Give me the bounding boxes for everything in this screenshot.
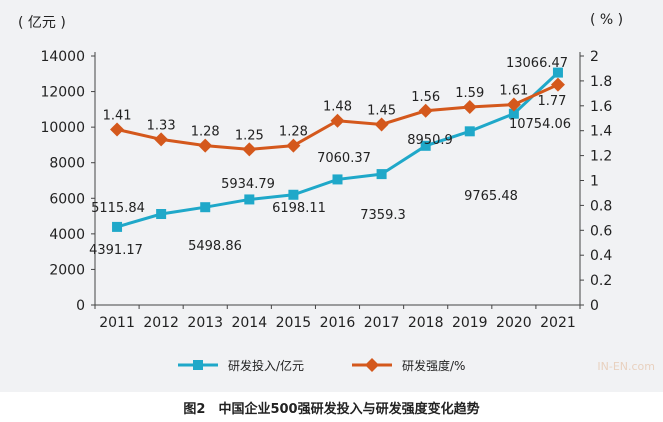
rd-intensity-label: 1.48 — [323, 100, 352, 115]
right-axis-tick-label: 0.8 — [590, 198, 612, 214]
legend-investment-label: 研发投入/亿元 — [228, 358, 304, 373]
rd-investment-point — [244, 194, 255, 205]
rd-intensity-point — [418, 103, 433, 118]
legend-investment-marker — [193, 360, 203, 370]
left-axis-tick-label: 0 — [76, 298, 85, 314]
rd-intensity-label: 1.33 — [147, 118, 176, 133]
x-axis-tick-label: 2017 — [364, 315, 400, 331]
right-axis-tick-label: 0 — [590, 298, 599, 314]
rd-intensity-label: 1.77 — [537, 94, 566, 109]
rd-intensity-label: 1.59 — [455, 86, 484, 101]
rd-investment-label: 8950.9 — [407, 133, 453, 148]
rd-investment-label: 7359.3 — [360, 208, 406, 223]
left-axis-tick-label: 2000 — [49, 262, 85, 278]
right-axis-unit: ( % ) — [590, 12, 624, 28]
x-axis-tick-label: 2014 — [231, 315, 267, 331]
right-axis-tick-label: 1 — [590, 174, 599, 190]
rd-investment-label: 5498.86 — [188, 239, 242, 254]
rd-investment-point — [376, 169, 387, 180]
rd-investment-point — [288, 189, 299, 200]
rd-intensity-label: 1.41 — [103, 108, 132, 123]
left-axis-tick-label: 4000 — [49, 227, 85, 243]
figure-caption: 图2 中国企业500强研发投入与研发强度变化趋势 — [183, 402, 480, 417]
rd-intensity-point — [242, 142, 257, 157]
legend-intensity-label: 研发强度/% — [402, 358, 465, 373]
rd-investment-label: 10754.06 — [509, 117, 571, 132]
rd-investment-label: 6198.11 — [272, 201, 326, 216]
rd-investment-point — [200, 202, 211, 213]
x-axis-tick-label: 2015 — [276, 315, 312, 331]
rd-intensity-point — [374, 117, 389, 132]
x-axis-tick-label: 2016 — [320, 315, 356, 331]
right-axis-tick-label: 1.6 — [590, 99, 612, 115]
rd-intensity-label: 1.45 — [367, 103, 396, 118]
watermark: IN-EN.com — [597, 360, 655, 373]
right-axis-tick-label: 0.6 — [590, 223, 612, 239]
x-axis-tick-label: 2021 — [540, 315, 576, 331]
rd-intensity-point — [154, 132, 169, 147]
rd-investment-label: 5934.79 — [221, 177, 275, 192]
rd-intensity-label: 1.28 — [191, 125, 220, 140]
rd-intensity-point — [110, 122, 125, 137]
right-axis-tick-label: 0.4 — [590, 248, 612, 264]
rd-investment-label: 13066.47 — [506, 56, 568, 71]
left-axis-unit: ( 亿元 ) — [18, 15, 66, 31]
chart: 0 2000 4000 6000 8000 10000 12000 14000 0 0.2 0.4 0… — [40, 49, 612, 373]
legend-intensity-marker — [365, 358, 379, 372]
rd-investment-point — [156, 209, 167, 220]
left-axis-tick-label: 6000 — [49, 191, 85, 207]
right-axis-tick-label: 1.2 — [590, 149, 612, 165]
rd-investment-point — [332, 174, 343, 185]
x-axis-tick-label: 2019 — [452, 315, 488, 331]
x-axis-tick-label: 2011 — [99, 315, 135, 331]
rd-investment-label: 4391.17 — [89, 243, 143, 258]
x-axis-tick-label: 2013 — [187, 315, 223, 331]
right-axis-tick-label: 0.2 — [590, 273, 612, 289]
rd-investment-label: 5115.84 — [91, 201, 145, 216]
rd-intensity-point — [506, 97, 521, 112]
rd-intensity-point — [462, 100, 477, 115]
rd-investment-point — [508, 108, 519, 119]
left-axis-tick-label: 10000 — [40, 120, 85, 136]
rd-intensity-label: 1.56 — [411, 90, 440, 105]
rd-intensity-label: 1.25 — [235, 128, 264, 143]
rd-intensity-label: 1.28 — [279, 125, 308, 140]
rd-intensity-label: 1.61 — [499, 84, 528, 99]
rd-intensity-point — [330, 113, 345, 128]
rd-investment-point — [112, 221, 123, 232]
x-axis-tick-label: 2018 — [408, 315, 444, 331]
x-axis-tick-label: 2012 — [143, 315, 179, 331]
rd-investment-label: 9765.48 — [464, 189, 518, 204]
x-axis-tick-label: 2020 — [496, 315, 532, 331]
rd-investment-point — [552, 67, 563, 78]
left-axis-tick-label: 8000 — [49, 156, 85, 172]
rd-investment-point — [464, 126, 475, 137]
rd-investment-point — [420, 140, 431, 151]
rd-intensity-point — [198, 138, 213, 153]
chart-panel — [0, 0, 663, 392]
right-axis-tick-label: 2 — [590, 49, 599, 65]
rd-intensity-point — [286, 138, 301, 153]
rd-investment-label: 7060.37 — [317, 151, 371, 166]
right-axis-tick-label: 1.4 — [590, 124, 612, 140]
right-axis-tick-label: 1.8 — [590, 74, 612, 90]
left-axis-tick-label: 12000 — [40, 85, 85, 101]
left-axis-tick-label: 14000 — [40, 49, 85, 65]
rd-intensity-point — [550, 77, 565, 92]
